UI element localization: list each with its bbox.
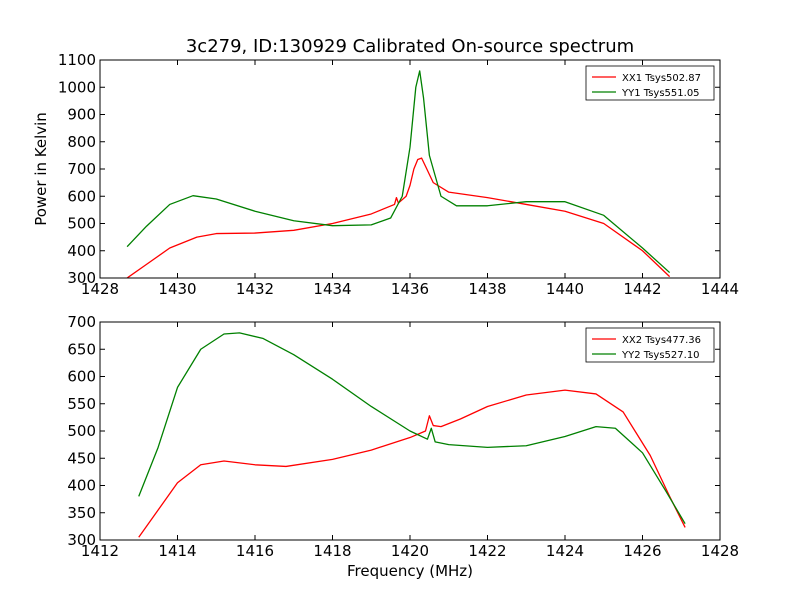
x-tick-label: 1432 [236, 280, 274, 298]
x-tick-label: 1438 [468, 280, 506, 298]
x-tick-label: 1414 [158, 542, 196, 560]
top-plot-panel: 1428 1430 1432 1434 1436 1438 1440 1442 1444 300 4… [58, 51, 739, 298]
y-tick-label: 1100 [58, 51, 96, 69]
x-tick-label: 1422 [468, 542, 506, 560]
legend-box [585, 65, 715, 101]
x-tick-label: 1430 [158, 280, 196, 298]
y-tick-label: 550 [67, 395, 96, 413]
y-tick-label: 700 [67, 313, 96, 331]
legend-label: YY1 Tsys551.05 [621, 88, 700, 99]
x-tick-label: 1428 [701, 542, 739, 560]
x-tick-label: 1444 [701, 280, 739, 298]
x-tick-label: 1440 [546, 280, 584, 298]
y-tick-label: 600 [67, 368, 96, 386]
x-tick-label: 1424 [546, 542, 584, 560]
x-tick-label: 1420 [391, 542, 429, 560]
legend: XX1 Tsys502.87 YY1 Tsys551.05 [585, 65, 715, 101]
y-tick-label: 650 [67, 340, 96, 358]
legend: XX2 Tsys477.36 YY2 Tsys527.10 [585, 327, 715, 363]
y-tick-label: 500 [67, 215, 96, 233]
y-tick-label: 500 [67, 422, 96, 440]
x-tick-label: 1412 [81, 542, 119, 560]
series-line-2-2 [138, 332, 686, 524]
x-tick-label: 1426 [623, 542, 661, 560]
y-axis-label: Power in Kelvin [32, 112, 50, 226]
y-tick-label: 900 [67, 106, 96, 124]
y-tick-label: 800 [67, 133, 96, 151]
x-tick-label: 1436 [391, 280, 429, 298]
y-tick-label: 400 [67, 242, 96, 260]
y-tick-label: 350 [67, 504, 96, 522]
bottom-plot-panel: 1412 1414 1416 1418 1420 1422 1424 1426 1428 300 3… [67, 313, 739, 560]
x-axis-label: Frequency (MHz) [347, 562, 473, 580]
legend-label: XX2 Tsys477.36 [622, 335, 701, 346]
series-line-2-1 [138, 389, 686, 538]
y-tick-label: 700 [67, 160, 96, 178]
y-tick-label: 300 [67, 269, 96, 287]
x-tick-label: 1416 [236, 542, 274, 560]
y-tick-label: 400 [67, 477, 96, 495]
y-tick-label: 450 [67, 449, 96, 467]
x-tick-label: 1428 [81, 280, 119, 298]
legend-box [585, 327, 715, 363]
series-line-1-1 [126, 157, 671, 278]
legend-label: XX1 Tsys502.87 [622, 73, 701, 84]
x-tick-label: 1442 [623, 280, 661, 298]
series-line-1-2 [126, 70, 671, 274]
y-tick-label: 600 [67, 187, 96, 205]
y-tick-label: 300 [67, 531, 96, 549]
chart-title: 3c279, ID:130929 Calibrated On-source sp… [186, 36, 634, 57]
x-tick-label: 1418 [313, 542, 351, 560]
x-tick-label: 1434 [313, 280, 351, 298]
y-tick-label: 1000 [58, 78, 96, 96]
legend-label: YY2 Tsys527.10 [621, 350, 700, 361]
